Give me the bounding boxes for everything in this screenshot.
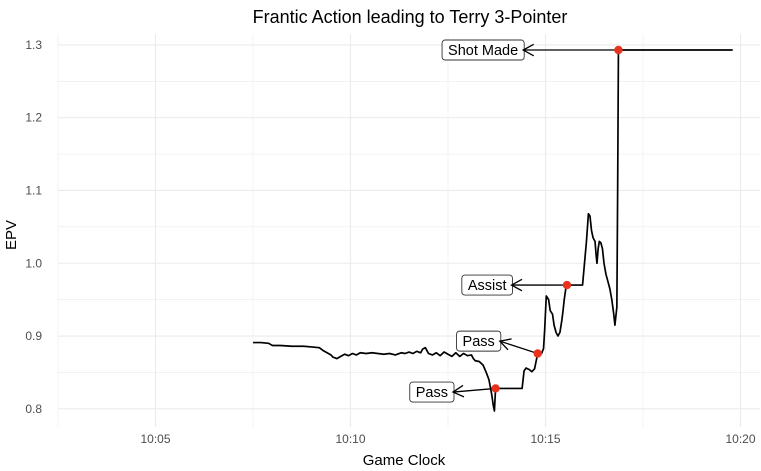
annotation-label: Shot Made <box>448 43 518 59</box>
annotation-label: Pass <box>416 385 448 401</box>
x-tick-labels: 10:05 10:10 10:15 10:20 <box>140 432 755 446</box>
annotation-pass: Pass <box>456 330 542 358</box>
series-layer <box>253 49 733 412</box>
annotation-shot-made: Shot Made <box>441 39 623 61</box>
y-axis-title: EPV <box>3 220 20 250</box>
y-tick-label: 0.8 <box>25 402 42 416</box>
x-tick-label: 10:05 <box>140 432 170 446</box>
x-tick-label: 10:15 <box>530 432 560 446</box>
epv-series-line <box>253 49 733 412</box>
grid <box>57 34 760 427</box>
y-tick-label: 1.1 <box>25 183 42 197</box>
annotation-pass: Pass <box>409 381 500 403</box>
annotation-arrow <box>452 387 496 393</box>
y-tick-label: 1.3 <box>25 38 42 52</box>
event-point <box>491 384 500 393</box>
event-point <box>614 45 623 55</box>
annotation-arrowhead <box>451 384 465 398</box>
y-tick-labels: 0.8 0.9 1.0 1.1 1.2 1.3 <box>25 38 42 416</box>
annotations: Shot Made Assist Pass Pass <box>409 39 623 403</box>
x-tick-label: 10:20 <box>725 432 755 446</box>
annotation-label: Pass <box>463 334 495 350</box>
annotation-label: Assist <box>468 278 507 294</box>
annotation-arrowhead <box>521 43 535 57</box>
y-tick-label: 1.2 <box>25 111 42 125</box>
chart-title: Frantic Action leading to Terry 3-Pointe… <box>253 7 568 27</box>
y-tick-label: 0.9 <box>25 329 42 343</box>
x-axis-title: Game Clock <box>363 452 446 469</box>
event-point <box>562 280 572 290</box>
annotation-arrowhead <box>498 338 512 351</box>
x-tick-label: 10:10 <box>335 432 365 446</box>
event-point <box>533 349 542 358</box>
y-tick-label: 1.0 <box>25 256 42 270</box>
annotation-assist: Assist <box>461 274 572 296</box>
annotation-arrow <box>499 340 538 355</box>
annotation-arrowhead <box>510 278 523 292</box>
